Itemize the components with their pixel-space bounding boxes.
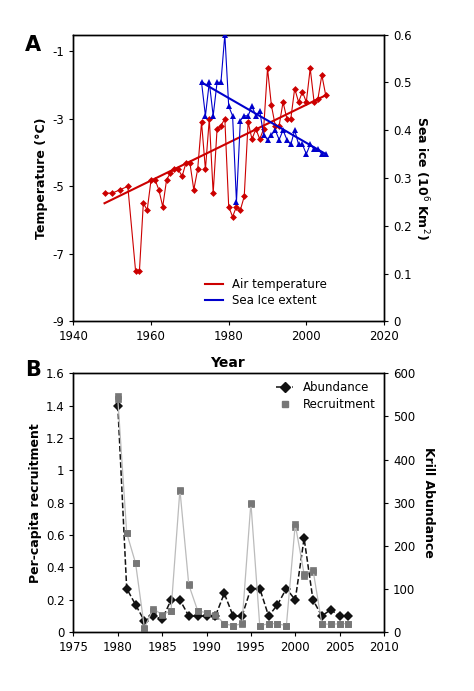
Legend: Abundance, Recruitment: Abundance, Recruitment xyxy=(273,379,378,413)
Text: B: B xyxy=(25,360,41,380)
Text: A: A xyxy=(25,35,41,55)
Y-axis label: Krill Abundance: Krill Abundance xyxy=(422,447,435,558)
Y-axis label: Temperature (°C): Temperature (°C) xyxy=(36,117,48,238)
Legend: Air temperature, Sea Ice extent: Air temperature, Sea Ice extent xyxy=(202,276,329,310)
Y-axis label: Sea ice (10$^6$ Km$^2$): Sea ice (10$^6$ Km$^2$) xyxy=(413,116,431,240)
Y-axis label: Per-capita recruitment: Per-capita recruitment xyxy=(28,423,42,583)
Text: Year: Year xyxy=(210,356,245,370)
